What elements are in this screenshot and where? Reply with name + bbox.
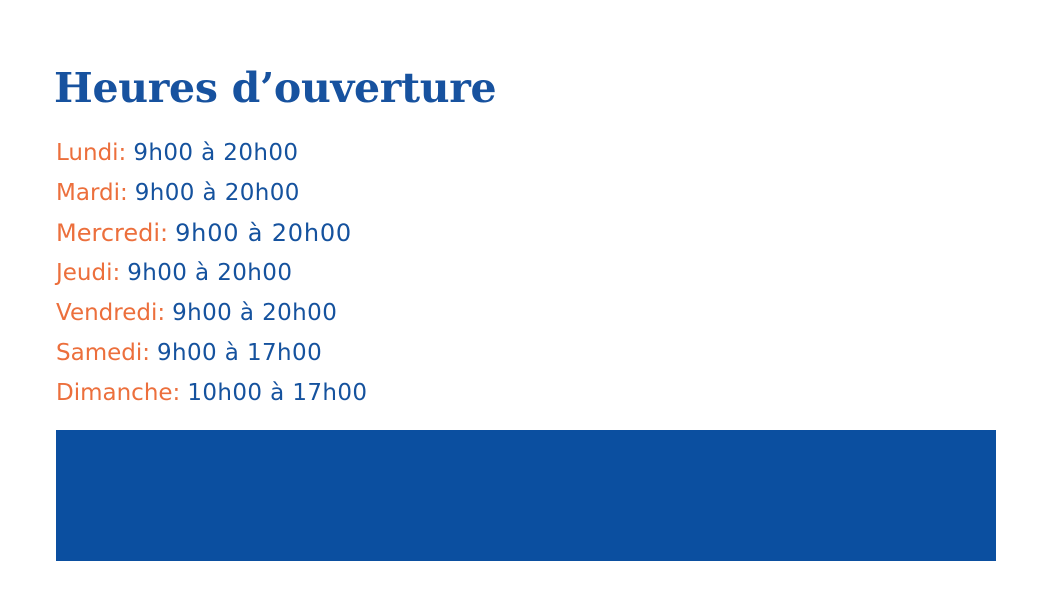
list-item: Vendredi: 9h00 à 20h00 xyxy=(56,293,367,333)
time-value: 9h00 à 17h00 xyxy=(157,340,323,366)
time-value: 9h00 à 20h00 xyxy=(127,260,293,286)
list-item: Samedi: 9h00 à 17h00 xyxy=(56,333,367,373)
day-label: Lundi: xyxy=(56,140,127,166)
day-label: Jeudi: xyxy=(56,260,121,286)
list-item: Jeudi: 9h00 à 20h00 xyxy=(56,253,367,293)
time-value: 9h00 à 20h00 xyxy=(134,180,300,206)
list-item: Mardi: 9h00 à 20h00 xyxy=(56,173,367,213)
opening-hours-list: Lundi: 9h00 à 20h00 Mardi: 9h00 à 20h00 Me… xyxy=(56,133,367,413)
banner-block xyxy=(56,430,996,561)
day-label: Samedi: xyxy=(56,340,150,366)
list-item: Lundi: 9h00 à 20h00 xyxy=(56,133,367,173)
list-item: Dimanche: 10h00 à 17h00 xyxy=(56,373,367,413)
time-value: 9h00 à 20h00 xyxy=(175,219,352,247)
time-value: 9h00 à 20h00 xyxy=(133,140,299,166)
day-label: Mercredi: xyxy=(56,219,169,247)
day-label: Mardi: xyxy=(56,180,128,206)
list-item: Mercredi: 9h00 à 20h00 xyxy=(56,213,367,253)
time-value: 9h00 à 20h00 xyxy=(172,300,338,326)
time-value: 10h00 à 17h00 xyxy=(187,380,368,406)
day-label: Vendredi: xyxy=(56,300,166,326)
page-title: Heures d’ouverture xyxy=(54,64,497,112)
day-label: Dimanche: xyxy=(56,380,181,406)
